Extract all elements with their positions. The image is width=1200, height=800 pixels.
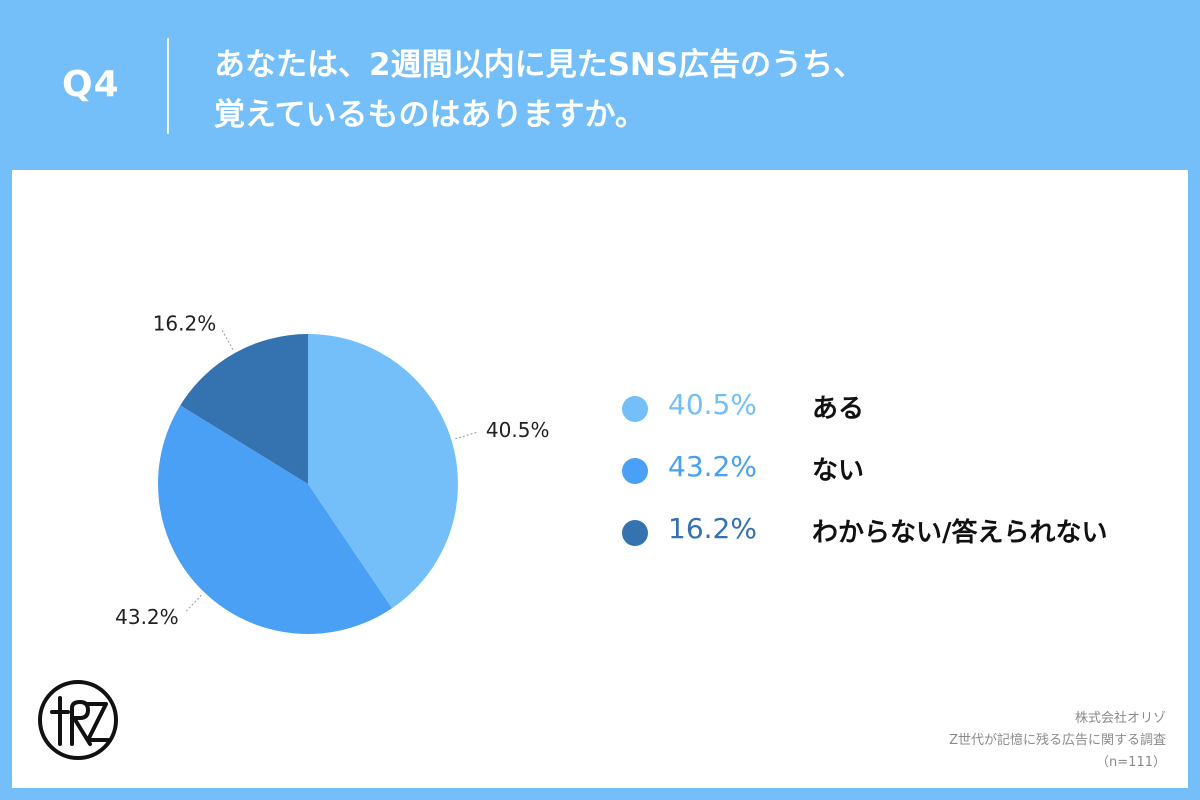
leader-line-aru (455, 431, 477, 440)
question-line-2: 覚えているものはありますか。 (214, 97, 646, 133)
pie-slice-wakaranai (180, 334, 308, 484)
legend: 40.5% ある 43.2% ない 16.2% わからない/答えられない (622, 380, 1182, 566)
legend-dot-wakaranai (622, 520, 648, 546)
chart-panel: 40.5% 43.2% 16.2% 40.5% ある 43.2% ない 16.2% … (12, 170, 1188, 788)
legend-label-aru: ある (812, 394, 865, 424)
footer-survey: Z世代が記憶に残る広告に関する調査 (949, 733, 1166, 748)
legend-dot-nai (622, 458, 648, 484)
leader-line-nai (185, 594, 202, 612)
question-number: Q4 (62, 64, 120, 105)
legend-value-wakaranai: 16.2% (668, 512, 757, 545)
pie-label-nai: 43.2% (115, 605, 179, 629)
legend-item-aru: 40.5% ある (622, 380, 1182, 442)
leader-line-wakaranai (221, 330, 234, 350)
pie-chart: 40.5% 43.2% 16.2% (115, 311, 550, 634)
pie-slice-nai (157, 405, 392, 634)
legend-value-nai: 43.2% (668, 450, 757, 483)
footer-sample: （n=111） (1096, 755, 1166, 770)
orizo-logo-icon (38, 680, 118, 760)
legend-label-wakaranai: わからない/答えられない (812, 518, 1108, 548)
pie-label-aru: 40.5% (486, 418, 550, 442)
legend-value-aru: 40.5% (668, 388, 757, 421)
legend-item-wakaranai: 16.2% わからない/答えられない (622, 504, 1182, 566)
footer-company: 株式会社オリゾ (1074, 711, 1166, 726)
legend-label-nai: ない (812, 456, 865, 486)
footer: 株式会社オリゾ Z世代が記憶に残る広告に関する調査 （n=111） (949, 708, 1166, 774)
legend-item-nai: 43.2% ない (622, 442, 1182, 504)
question-text: あなたは、2週間以内に見たSNS広告のうち、 覚えているものはありますか。 (214, 40, 864, 140)
header: Q4 あなたは、2週間以内に見たSNS広告のうち、 覚えているものはありますか。 (0, 0, 1200, 170)
pie-label-wakaranai: 16.2% (153, 311, 217, 335)
pie-slice-aru (308, 334, 459, 609)
legend-dot-aru (622, 396, 648, 422)
question-line-1: あなたは、2週間以内に見たSNS広告のうち、 (214, 47, 865, 83)
header-divider (167, 38, 169, 134)
